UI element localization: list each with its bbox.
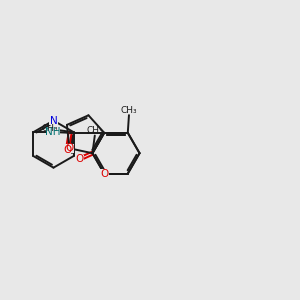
Text: O: O <box>100 169 108 178</box>
Text: CH₃: CH₃ <box>86 127 103 136</box>
Text: O: O <box>75 154 84 164</box>
FancyBboxPatch shape <box>46 128 60 137</box>
Text: O: O <box>63 146 71 155</box>
Text: NH: NH <box>45 127 61 137</box>
FancyBboxPatch shape <box>65 144 74 153</box>
FancyBboxPatch shape <box>100 169 109 178</box>
Text: O: O <box>65 143 74 153</box>
Text: CH₃: CH₃ <box>42 124 58 133</box>
FancyBboxPatch shape <box>75 155 84 163</box>
Text: CH₃: CH₃ <box>121 106 137 115</box>
FancyBboxPatch shape <box>49 116 58 125</box>
Text: N: N <box>50 116 57 126</box>
FancyBboxPatch shape <box>63 146 71 155</box>
